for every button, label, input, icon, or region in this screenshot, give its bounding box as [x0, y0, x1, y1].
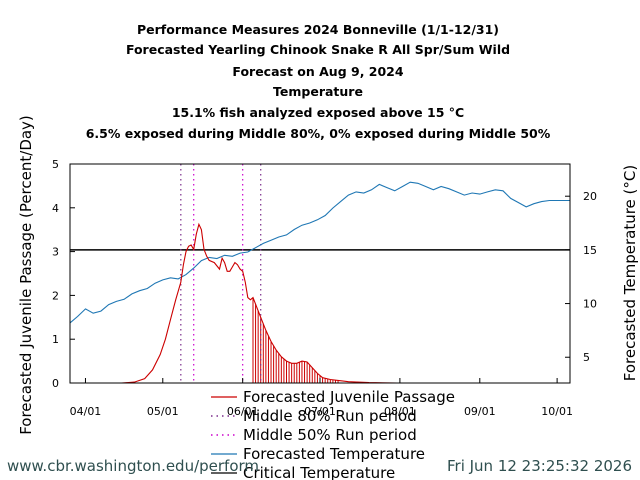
- x-tick-label: 05/01: [147, 405, 179, 418]
- y-left-tick-label: 4: [52, 202, 59, 215]
- y-right-tick-label: 20: [583, 190, 597, 203]
- y-left-tick-label: 2: [52, 289, 59, 302]
- chart-title-line-4: Temperature: [273, 84, 363, 99]
- y-right-tick-label: 5: [583, 351, 590, 364]
- chart-title-line-2: Forecasted Yearling Chinook Snake R All …: [126, 42, 510, 57]
- y-left-tick-label: 5: [52, 158, 59, 171]
- x-tick-label: 10/01: [541, 405, 573, 418]
- x-tick-label: 04/01: [70, 405, 102, 418]
- y-left-tick-label: 1: [52, 333, 59, 346]
- legend-label: Critical Temperature: [243, 464, 395, 480]
- chart-axes: 0 1 2 3 4 5 5 10 15 20 04/01 05/01 06/01 07/01 08/01 09…: [52, 158, 597, 418]
- chart-title-line-1: Performance Measures 2024 Bonneville (1/…: [137, 22, 499, 37]
- y-axis-label-right: Forecasted Temperature (°C): [621, 165, 639, 381]
- chart-title-line-3: Forecast on Aug 9, 2024: [232, 64, 403, 79]
- x-tick-label: 06/01: [227, 405, 259, 418]
- chart-title-line-6: 6.5% exposed during Middle 80%, 0% expos…: [86, 126, 551, 141]
- footer-url: www.cbr.washington.edu/perform: [7, 457, 260, 475]
- footer-timestamp: Fri Jun 12 23:25:32 2026: [446, 457, 632, 475]
- plot-background: [70, 164, 570, 383]
- plot-area: [70, 164, 570, 383]
- y-right-tick-label: 10: [583, 298, 597, 311]
- y-right-tick-label: 15: [583, 244, 597, 257]
- chart-marks: [69, 164, 570, 384]
- x-tick-label: 08/01: [384, 405, 416, 418]
- x-tick-label: 07/01: [304, 405, 336, 418]
- x-tick-label: 09/01: [464, 405, 496, 418]
- legend-label: Forecasted Juvenile Passage: [243, 388, 455, 406]
- chart-title-block: Performance Measures 2024 Bonneville (1/…: [86, 22, 551, 141]
- chart-title-line-5: 15.1% fish analyzed exposed above 15 °C: [172, 105, 464, 120]
- y-left-tick-label: 0: [52, 377, 59, 390]
- y-left-tick-label: 3: [52, 246, 59, 259]
- passage-series-line: [70, 222, 398, 384]
- legend-label: Middle 80% Run period: [243, 407, 417, 425]
- legend-label: Forecasted Temperature: [243, 445, 425, 463]
- y-axis-label-left: Forecasted Juvenile Passage (Percent/Day…: [17, 115, 35, 435]
- temperature-series-line: [69, 181, 570, 324]
- legend-label: Middle 50% Run period: [243, 426, 417, 444]
